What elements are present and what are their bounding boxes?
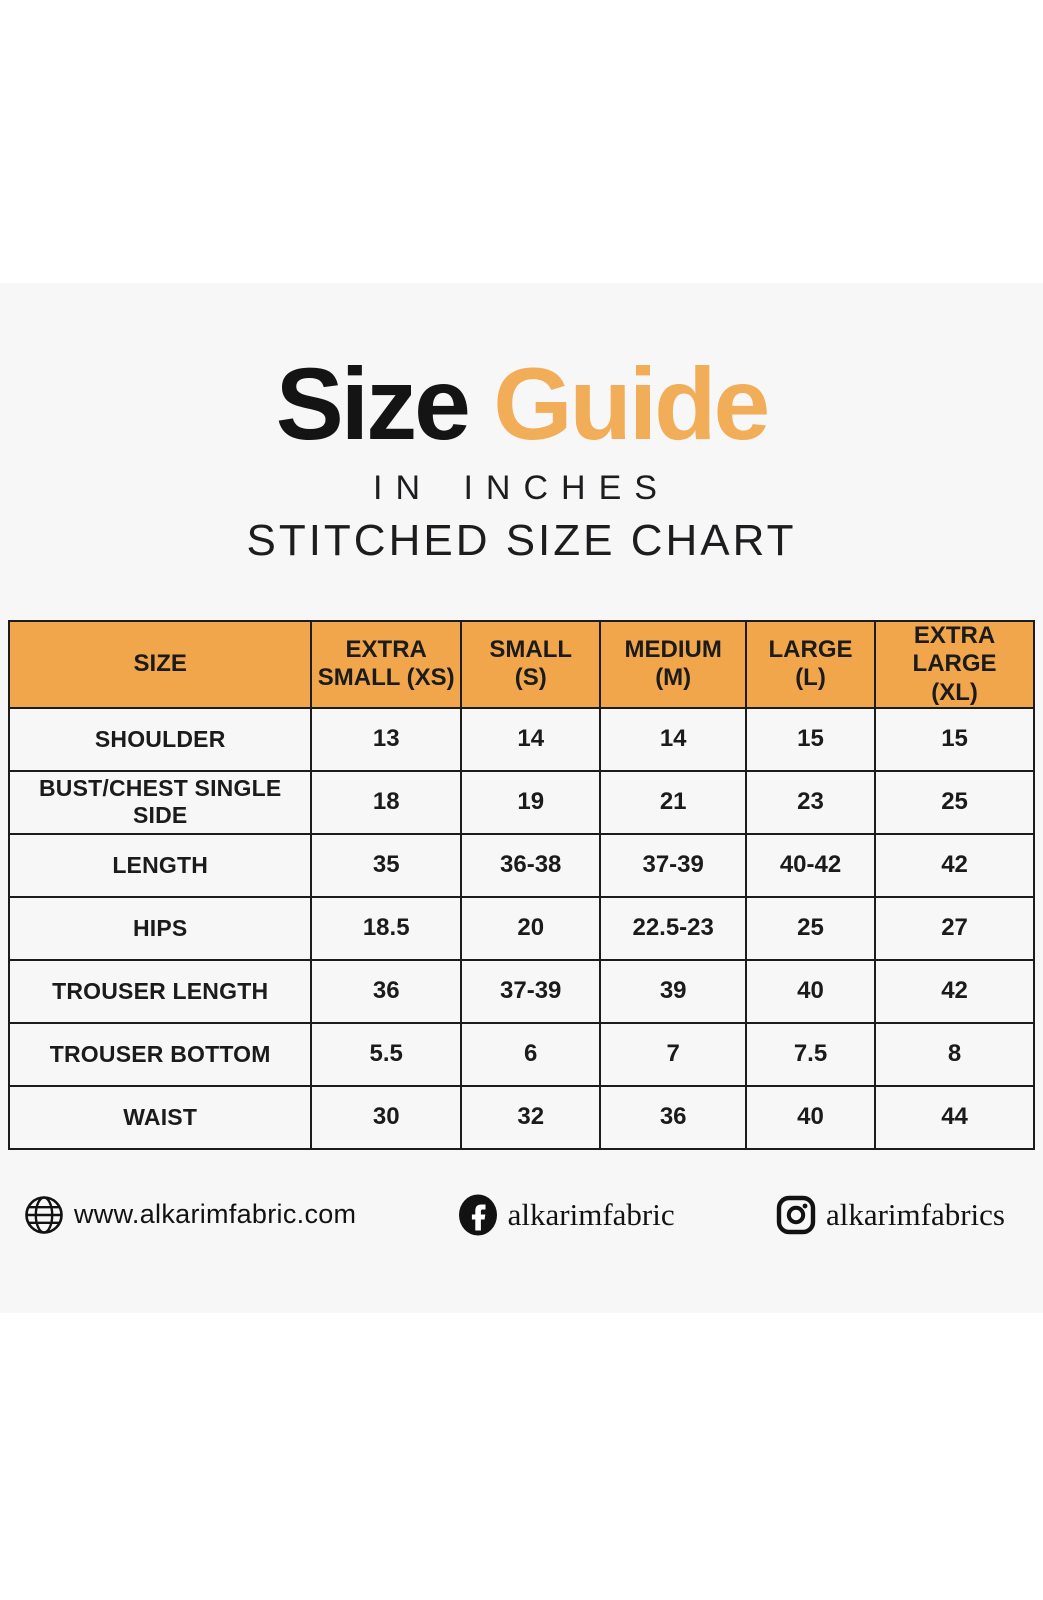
cell-value: 15 (744, 706, 877, 772)
cell-value: 22.5-23 (599, 895, 747, 961)
table-row-waist: WAIST 30 32 36 40 44 (7, 1084, 1035, 1150)
cell-value: 23 (744, 769, 877, 835)
row-label: HIPS (7, 895, 313, 961)
row-label: WAIST (7, 1084, 313, 1150)
size-chart-table: SIZE EXTRA SMALL (XS) SMALL (S) MEDIUM (… (7, 620, 1035, 1150)
cell-value: 36-38 (460, 832, 602, 898)
cell-value: 14 (460, 706, 602, 772)
column-header-medium: MEDIUM (M) (599, 620, 747, 709)
cell-value: 7 (599, 1021, 747, 1087)
globe-icon (24, 1195, 64, 1235)
cell-value: 20 (460, 895, 602, 961)
facebook-handle: alkarimfabric (507, 1196, 675, 1232)
table-row-hips: HIPS 18.5 20 22.5-23 25 27 (7, 895, 1035, 961)
row-label: BUST/CHEST SINGLE SIDE (7, 769, 313, 835)
cell-value: 18.5 (310, 895, 463, 961)
cell-value: 18 (310, 769, 463, 835)
cell-value: 42 (874, 958, 1035, 1024)
cell-value: 8 (874, 1021, 1035, 1087)
cell-value: 5.5 (310, 1021, 463, 1087)
footer-website: www.alkarimfabric.com (24, 1195, 356, 1235)
cell-value: 37-39 (599, 832, 747, 898)
row-label: SHOULDER (7, 706, 313, 772)
cell-value: 21 (599, 769, 747, 835)
cell-value: 35 (310, 832, 463, 898)
cell-value: 42 (874, 832, 1035, 898)
instagram-handle: alkarimfabrics (825, 1196, 1005, 1232)
page-title-orange: Guide (493, 347, 770, 461)
column-header-extra-small: EXTRA SMALL (XS) (310, 620, 463, 709)
cell-value: 44 (874, 1084, 1035, 1150)
table-row-trouser-bottom: TROUSER BOTTOM 5.5 6 7 7.5 8 (7, 1021, 1035, 1087)
column-header-small: SMALL (S) (460, 620, 602, 709)
cell-value: 25 (744, 895, 877, 961)
column-header-large: LARGE (L) (744, 620, 877, 709)
row-label: LENGTH (7, 832, 313, 898)
column-header-extra-large: EXTRA LARGE (XL) (874, 620, 1035, 709)
content-band: Size Guide IN INCHES STITCHED SIZE CHART… (0, 283, 1043, 1313)
row-label: TROUSER LENGTH (7, 958, 313, 1024)
cell-value: 14 (599, 706, 747, 772)
table-row-length: LENGTH 35 36-38 37-39 40-42 42 (7, 832, 1035, 898)
footer: www.alkarimfabric.com alkarimfabric alka… (24, 1194, 1005, 1236)
cell-value: 36 (599, 1084, 747, 1150)
cell-value: 32 (460, 1084, 602, 1150)
cell-value: 37-39 (460, 958, 602, 1024)
cell-value: 40-42 (744, 832, 877, 898)
page-title-black: Size (275, 347, 471, 461)
title-block: Size Guide IN INCHES STITCHED SIZE CHART (0, 283, 1043, 566)
cell-value: 15 (874, 706, 1035, 772)
column-header-size: SIZE (7, 620, 313, 709)
row-label: TROUSER BOTTOM (7, 1021, 313, 1087)
instagram-icon (776, 1195, 816, 1235)
table-row-shoulder: SHOULDER 13 14 14 15 15 (7, 706, 1035, 772)
cell-value: 30 (310, 1084, 463, 1150)
cell-value: 25 (874, 769, 1035, 835)
cell-value: 7.5 (744, 1021, 877, 1087)
table-row-trouser-length: TROUSER LENGTH 36 37-39 39 40 42 (7, 958, 1035, 1024)
cell-value: 40 (744, 958, 877, 1024)
table-row-bust-chest: BUST/CHEST SINGLE SIDE 18 19 21 23 25 (7, 769, 1035, 835)
cell-value: 13 (310, 706, 463, 772)
cell-value: 36 (310, 958, 463, 1024)
table-header-row: SIZE EXTRA SMALL (XS) SMALL (S) MEDIUM (… (7, 620, 1035, 709)
subtitle-in-inches: IN INCHES (373, 469, 670, 507)
footer-instagram: alkarimfabrics (776, 1195, 1005, 1235)
website-url: www.alkarimfabric.com (74, 1199, 357, 1230)
subtitle-stitched-size-chart: STITCHED SIZE CHART (246, 516, 797, 565)
cell-value: 27 (874, 895, 1035, 961)
footer-facebook: alkarimfabric (458, 1194, 675, 1236)
cell-value: 19 (460, 769, 602, 835)
page-title: Size Guide (0, 353, 1043, 455)
facebook-icon (458, 1194, 498, 1236)
cell-value: 6 (460, 1021, 602, 1087)
cell-value: 40 (744, 1084, 877, 1150)
cell-value: 39 (599, 958, 747, 1024)
